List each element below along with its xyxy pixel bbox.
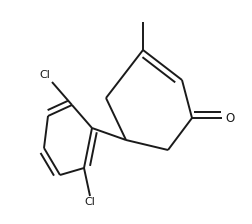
Text: Cl: Cl [85,197,96,207]
Text: O: O [225,112,234,125]
Text: Cl: Cl [39,70,50,80]
